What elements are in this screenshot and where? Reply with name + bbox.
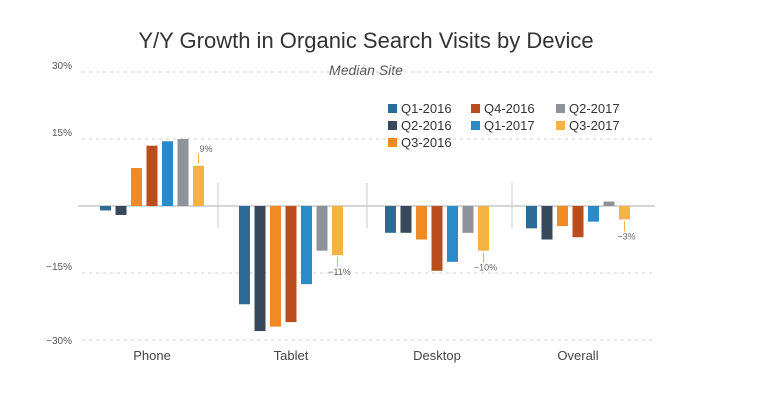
- category-label: Overall: [557, 348, 598, 363]
- bars: [100, 139, 630, 332]
- bar: [162, 141, 173, 206]
- data-label: −10%: [474, 263, 497, 273]
- legend-label: Q2-2017: [569, 101, 620, 116]
- category-labels: Phone Tablet Desktop Overall: [133, 348, 598, 363]
- bar: [603, 201, 615, 206]
- bar: [193, 165, 204, 206]
- y-tick-label: −15%: [46, 262, 72, 273]
- y-axis-ticks: 30% 15% −15% −30%: [46, 61, 72, 347]
- bar: [572, 206, 584, 238]
- bar: [462, 206, 474, 233]
- bar: [619, 206, 630, 220]
- data-label: 9%: [200, 144, 213, 154]
- bar: [478, 206, 489, 251]
- legend-swatch: [471, 121, 480, 130]
- y-tick-label: 15%: [52, 128, 72, 139]
- legend-swatch: [388, 121, 397, 130]
- legend-swatch: [556, 104, 565, 113]
- bar: [385, 206, 396, 233]
- chart-subtitle: Median Site: [329, 62, 403, 78]
- bar: [557, 206, 568, 227]
- bar: [270, 206, 281, 327]
- y-tick-label: −30%: [46, 336, 72, 347]
- bar: [301, 206, 312, 285]
- bar: [588, 206, 599, 222]
- data-label: −11%: [328, 267, 351, 277]
- category-label: Desktop: [413, 348, 461, 363]
- chart-title: Y/Y Growth in Organic Search Visits by D…: [138, 28, 593, 53]
- bar: [239, 206, 250, 305]
- bar: [526, 206, 537, 229]
- data-labels: 9% −11% −10% −3%: [198, 144, 636, 277]
- bar: [316, 206, 328, 251]
- bar: [146, 145, 158, 206]
- y-tick-label: 30%: [52, 61, 72, 72]
- bar: [332, 206, 343, 256]
- data-label: −3%: [617, 231, 635, 241]
- legend: Q1-2016 Q4-2016 Q2-2017 Q2-2016 Q1-2017 Q3-20…: [388, 101, 620, 150]
- bar: [400, 206, 412, 233]
- bar: [131, 168, 142, 206]
- bar: [115, 206, 127, 215]
- bar: [447, 206, 458, 262]
- legend-label: Q4-2016: [484, 101, 535, 116]
- bar: [285, 206, 297, 323]
- legend-label: Q2-2016: [401, 118, 452, 133]
- legend-label: Q1-2017: [484, 118, 535, 133]
- bar: [416, 206, 427, 240]
- bar: [541, 206, 553, 240]
- legend-label: Q3-2017: [569, 118, 620, 133]
- bar: [177, 139, 189, 206]
- legend-swatch: [471, 104, 480, 113]
- bar: [100, 206, 111, 211]
- bar: [254, 206, 266, 332]
- category-label: Tablet: [274, 348, 309, 363]
- legend-label: Q1-2016: [401, 101, 452, 116]
- bar: [431, 206, 443, 271]
- legend-swatch: [556, 121, 565, 130]
- legend-swatch: [388, 138, 397, 147]
- category-label: Phone: [133, 348, 171, 363]
- legend-label: Q3-2016: [401, 135, 452, 150]
- legend-swatch: [388, 104, 397, 113]
